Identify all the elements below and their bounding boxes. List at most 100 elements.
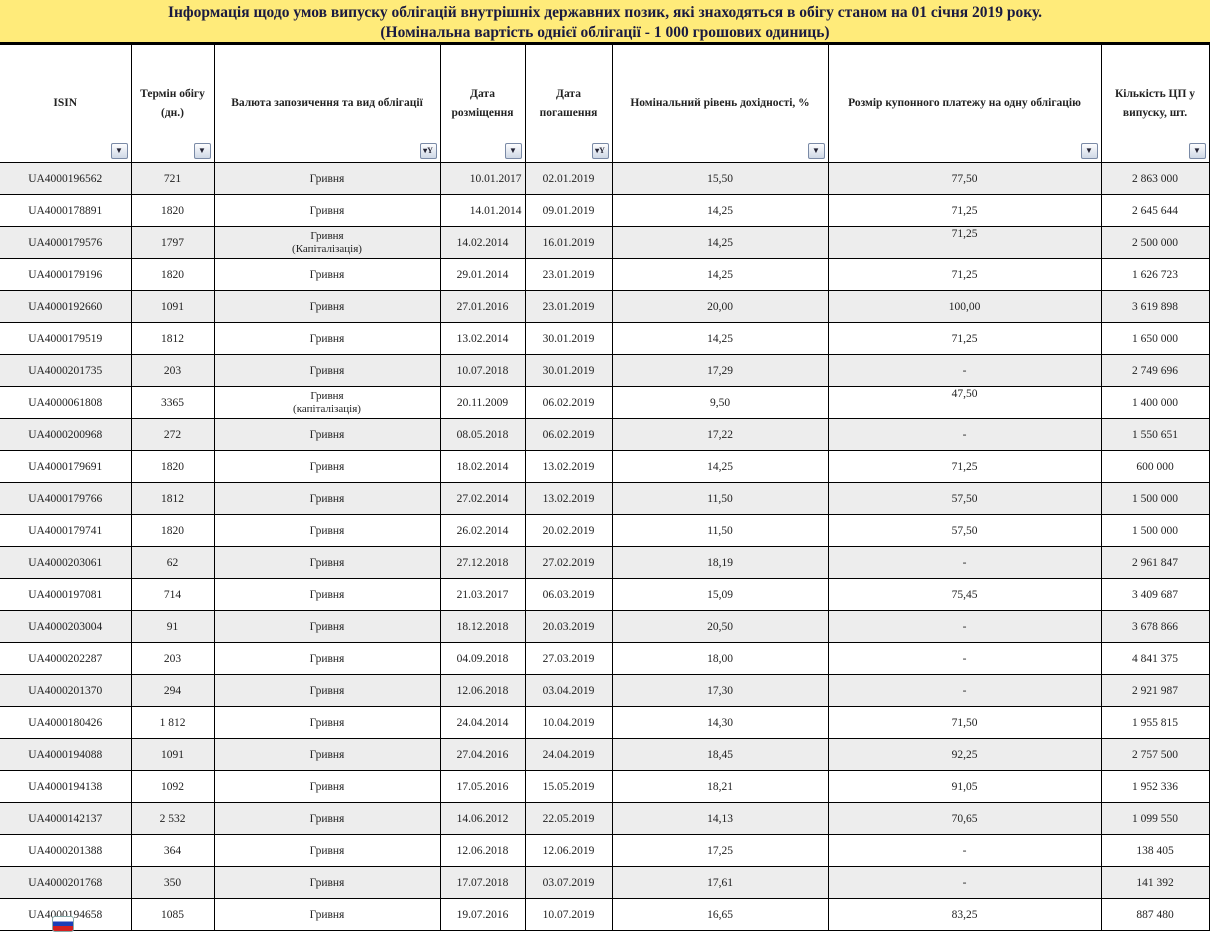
cell-isin[interactable]: UA4000061808 <box>0 386 132 419</box>
cell-placement-date[interactable]: 29.01.2014 <box>439 258 526 291</box>
cell-currency[interactable]: Гривня <box>213 450 441 483</box>
cell-coupon[interactable]: - <box>827 834 1102 867</box>
cell-isin[interactable]: UA4000201370 <box>0 674 132 707</box>
cell-isin[interactable]: UA4000178891 <box>0 194 132 227</box>
cell-coupon[interactable]: 57,50 <box>827 482 1102 515</box>
cell-maturity-date[interactable]: 06.03.2019 <box>524 578 613 611</box>
cell-term[interactable]: 2 532 <box>130 802 215 835</box>
cell-placement-date[interactable]: 04.09.2018 <box>439 642 526 675</box>
cell-term[interactable]: 721 <box>130 162 215 195</box>
cell-currency[interactable]: Гривня <box>213 770 441 803</box>
cell-coupon[interactable]: 71,50 <box>827 706 1102 739</box>
cell-currency[interactable]: Гривня <box>213 162 441 195</box>
cell-coupon[interactable]: 57,50 <box>827 514 1102 547</box>
cell-quantity[interactable]: 1 650 000 <box>1100 322 1210 355</box>
cell-quantity[interactable]: 3 678 866 <box>1100 610 1210 643</box>
cell-placement-date[interactable]: 12.06.2018 <box>439 674 526 707</box>
cell-quantity[interactable]: 2 863 000 <box>1100 162 1210 195</box>
cell-coupon[interactable]: 71,25 <box>827 194 1102 227</box>
cell-term[interactable]: 272 <box>130 418 215 451</box>
cell-currency[interactable]: Гривня <box>213 258 441 291</box>
cell-coupon[interactable]: - <box>827 546 1102 579</box>
cell-coupon[interactable]: 75,45 <box>827 578 1102 611</box>
cell-maturity-date[interactable]: 10.04.2019 <box>524 706 613 739</box>
cell-term[interactable]: 3365 <box>130 386 215 419</box>
cell-quantity[interactable]: 1 955 815 <box>1100 706 1210 739</box>
cell-maturity-date[interactable]: 13.02.2019 <box>524 450 613 483</box>
cell-maturity-date[interactable]: 27.03.2019 <box>524 642 613 675</box>
cell-yield[interactable]: 18,00 <box>611 642 829 675</box>
cell-coupon[interactable]: - <box>827 674 1102 707</box>
cell-quantity[interactable]: 2 645 644 <box>1100 194 1210 227</box>
cell-coupon[interactable]: 92,25 <box>827 738 1102 771</box>
cell-maturity-date[interactable]: 23.01.2019 <box>524 258 613 291</box>
cell-term[interactable]: 62 <box>130 546 215 579</box>
cell-maturity-date[interactable]: 22.05.2019 <box>524 802 613 835</box>
cell-placement-date[interactable]: 17.05.2016 <box>439 770 526 803</box>
cell-coupon[interactable]: 71,25 <box>827 450 1102 483</box>
cell-quantity[interactable]: 1 099 550 <box>1100 802 1210 835</box>
cell-placement-date[interactable]: 08.05.2018 <box>439 418 526 451</box>
cell-coupon[interactable]: - <box>827 610 1102 643</box>
cell-yield[interactable]: 16,65 <box>611 898 829 931</box>
cell-quantity[interactable]: 887 480 <box>1100 898 1210 931</box>
cell-currency[interactable]: Гривня <box>213 514 441 547</box>
cell-isin[interactable]: UA4000142137 <box>0 802 132 835</box>
cell-currency[interactable]: Гривня <box>213 642 441 675</box>
cell-yield[interactable]: 11,50 <box>611 514 829 547</box>
cell-placement-date[interactable]: 14.02.2014 <box>439 226 526 259</box>
cell-isin[interactable]: UA4000194088 <box>0 738 132 771</box>
filter-dropdown-icon[interactable]: ▼ <box>110 143 128 159</box>
cell-maturity-date[interactable]: 03.04.2019 <box>524 674 613 707</box>
cell-currency[interactable]: Гривня <box>213 898 441 931</box>
cell-term[interactable]: 1 812 <box>130 706 215 739</box>
cell-maturity-date[interactable]: 16.01.2019 <box>524 226 613 259</box>
cell-isin[interactable]: UA4000194138 <box>0 770 132 803</box>
cell-placement-date[interactable]: 27.02.2014 <box>439 482 526 515</box>
cell-maturity-date[interactable]: 13.02.2019 <box>524 482 613 515</box>
cell-yield[interactable]: 17,61 <box>611 866 829 899</box>
cell-maturity-date[interactable]: 03.07.2019 <box>524 866 613 899</box>
cell-placement-date[interactable]: 18.12.2018 <box>439 610 526 643</box>
cell-term[interactable]: 1092 <box>130 770 215 803</box>
cell-coupon[interactable]: 77,50 <box>827 162 1102 195</box>
cell-maturity-date[interactable]: 06.02.2019 <box>524 386 613 419</box>
cell-currency[interactable]: Гривня <box>213 674 441 707</box>
cell-yield[interactable]: 18,45 <box>611 738 829 771</box>
cell-coupon[interactable]: - <box>827 354 1102 387</box>
cell-coupon[interactable]: 70,65 <box>827 802 1102 835</box>
cell-coupon[interactable]: - <box>827 866 1102 899</box>
cell-placement-date[interactable]: 13.02.2014 <box>439 322 526 355</box>
cell-quantity[interactable]: 600 000 <box>1100 450 1210 483</box>
cell-isin[interactable]: UA4000196562 <box>0 162 132 195</box>
cell-isin[interactable]: UA4000179766 <box>0 482 132 515</box>
cell-quantity[interactable]: 138 405 <box>1100 834 1210 867</box>
cell-currency[interactable]: Гривня <box>213 610 441 643</box>
cell-quantity[interactable]: 3 409 687 <box>1100 578 1210 611</box>
cell-yield[interactable]: 20,00 <box>611 290 829 323</box>
filter-dropdown-icon[interactable]: ▼ <box>1080 143 1098 159</box>
cell-term[interactable]: 294 <box>130 674 215 707</box>
cell-coupon[interactable]: 71,25 <box>827 226 1102 259</box>
cell-isin[interactable]: UA4000179741 <box>0 514 132 547</box>
cell-currency[interactable]: Гривня <box>213 546 441 579</box>
cell-term[interactable]: 350 <box>130 866 215 899</box>
cell-maturity-date[interactable]: 30.01.2019 <box>524 354 613 387</box>
cell-isin[interactable]: UA4000179196 <box>0 258 132 291</box>
cell-placement-date[interactable]: 24.04.2014 <box>439 706 526 739</box>
cell-maturity-date[interactable]: 23.01.2019 <box>524 290 613 323</box>
cell-isin[interactable]: UA4000179519 <box>0 322 132 355</box>
cell-isin[interactable]: UA4000201768 <box>0 866 132 899</box>
cell-placement-date[interactable]: 14.01.2014 <box>439 194 526 227</box>
cell-isin[interactable]: UA4000192660 <box>0 290 132 323</box>
cell-isin[interactable]: UA4000180426 <box>0 706 132 739</box>
cell-currency[interactable]: Гривня <box>213 706 441 739</box>
cell-yield[interactable]: 14,25 <box>611 226 829 259</box>
cell-placement-date[interactable]: 26.02.2014 <box>439 514 526 547</box>
cell-term[interactable]: 1820 <box>130 450 215 483</box>
cell-term[interactable]: 203 <box>130 642 215 675</box>
cell-quantity[interactable]: 1 952 336 <box>1100 770 1210 803</box>
cell-placement-date[interactable]: 20.11.2009 <box>439 386 526 419</box>
cell-isin[interactable]: UA4000201735 <box>0 354 132 387</box>
cell-placement-date[interactable]: 27.04.2016 <box>439 738 526 771</box>
